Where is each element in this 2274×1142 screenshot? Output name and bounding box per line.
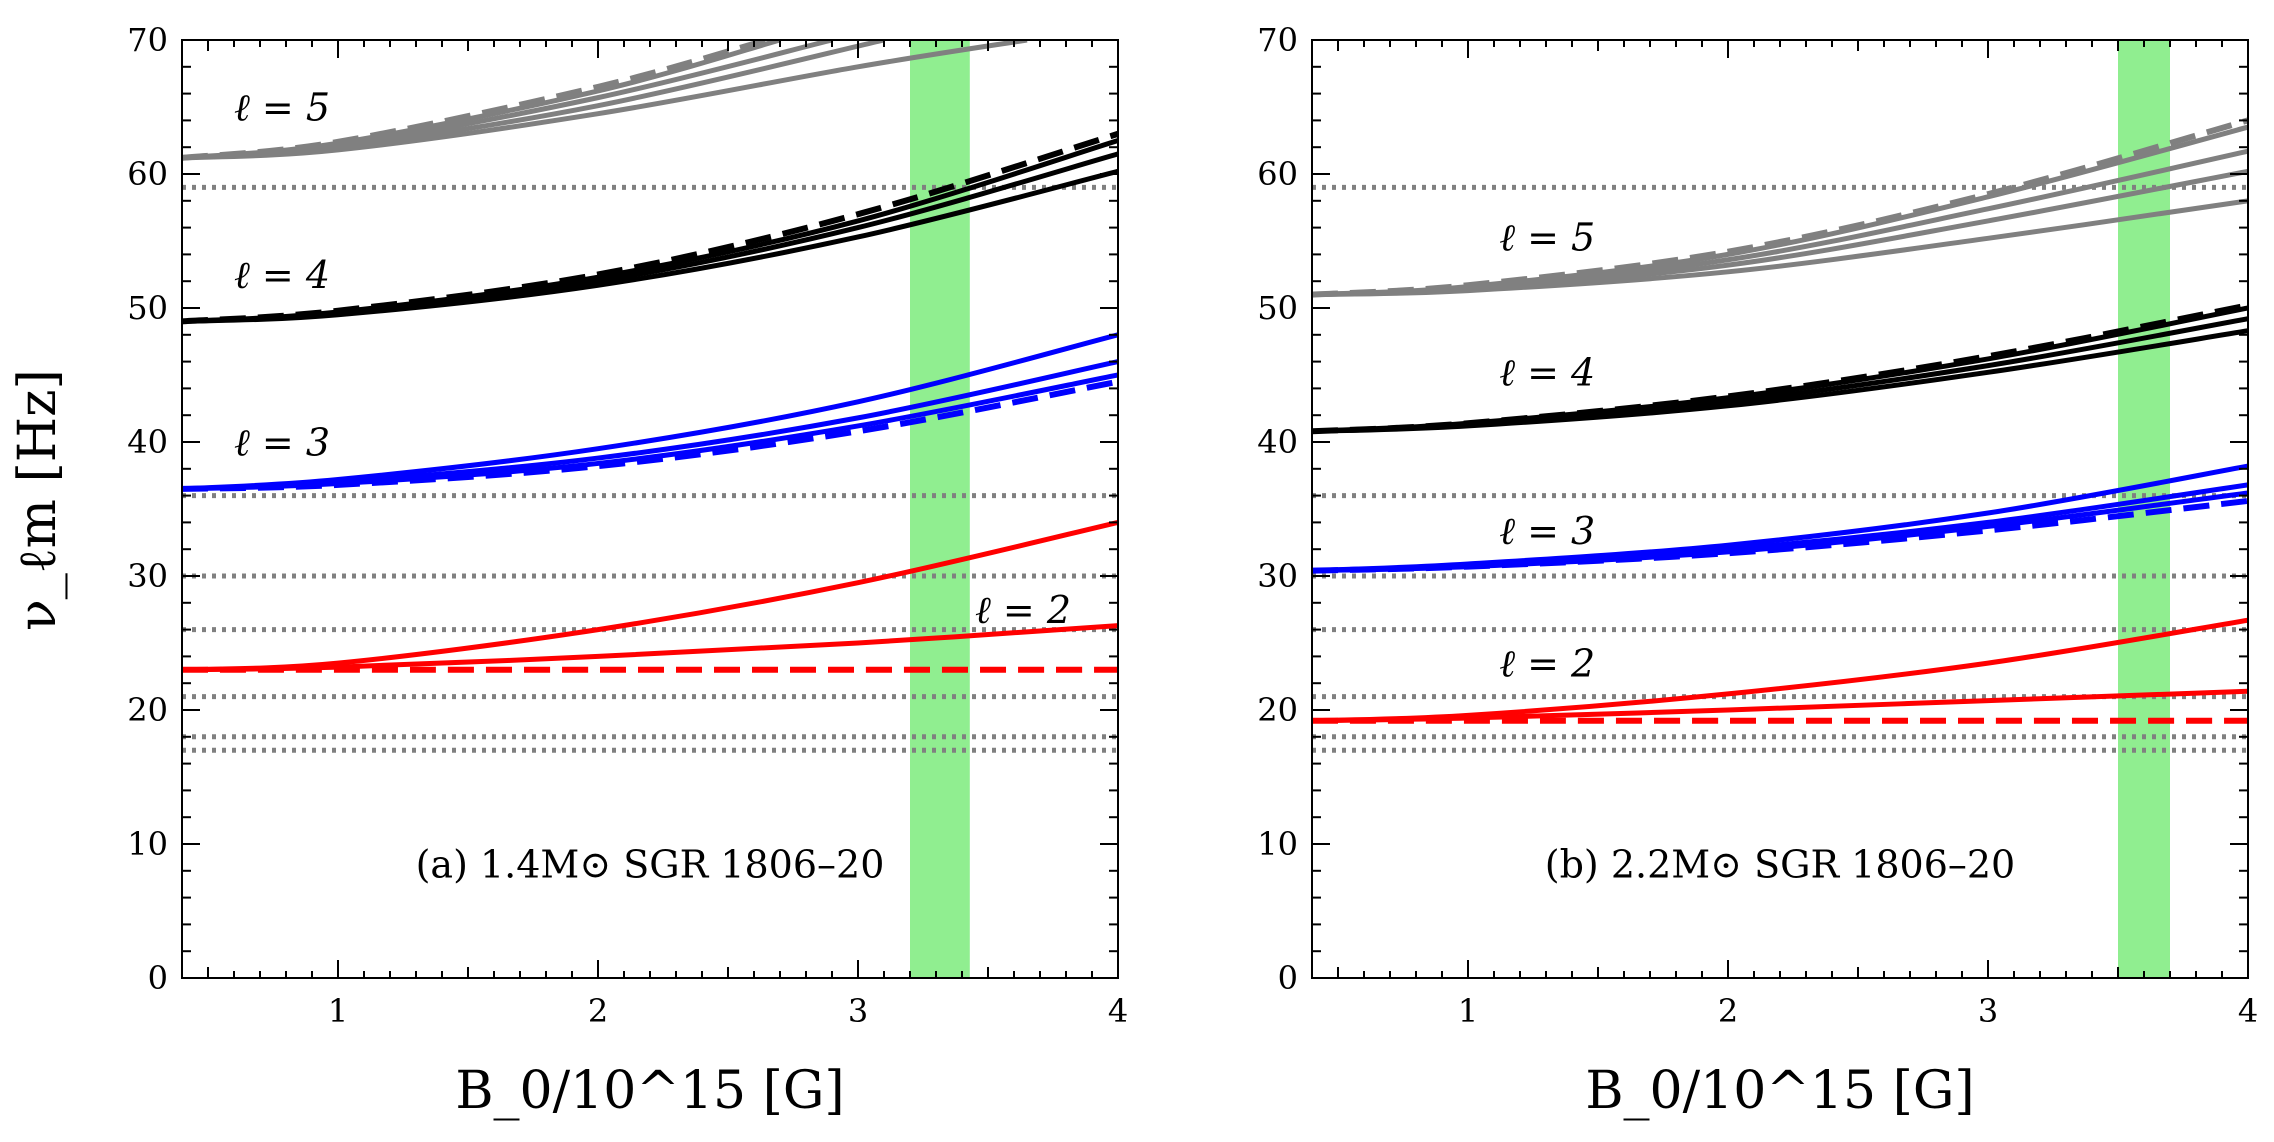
panel-annotation: (b) 2.2M⊙ SGR 1806–20 <box>1545 843 2015 887</box>
series-line <box>182 40 1028 161</box>
x-tick-label: 1 <box>328 992 348 1030</box>
series-group <box>182 40 1118 673</box>
series-line <box>1312 302 2248 435</box>
y-tick-label: 50 <box>127 289 168 327</box>
x-tick-label: 1 <box>1458 992 1478 1030</box>
ell-label: ℓ = 4 <box>234 253 330 297</box>
ell-label: ℓ = 5 <box>1499 215 1595 259</box>
series-line <box>182 130 1118 325</box>
x-tick-label: 3 <box>1978 992 1998 1030</box>
y-tick-label: 50 <box>1257 289 1298 327</box>
ell-label: ℓ = 4 <box>1499 351 1595 395</box>
ell-label: ℓ = 3 <box>234 420 330 464</box>
ell-label: ℓ = 2 <box>1499 642 1595 686</box>
series-line <box>1312 497 2248 574</box>
y-tick-label: 30 <box>1257 557 1298 595</box>
series-line <box>182 168 1118 324</box>
ell-label: ℓ = 5 <box>234 85 330 129</box>
y-tick-label: 0 <box>1278 959 1298 997</box>
y-tick-label: 40 <box>1257 423 1298 461</box>
panel-annotation: (a) 1.4M⊙ SGR 1806–20 <box>416 843 885 887</box>
x-tick-label: 4 <box>1108 992 1128 1030</box>
series-line <box>1312 117 2248 298</box>
ell-label: ℓ = 3 <box>1499 509 1595 553</box>
x-axis-label: B_0/10^15 [G] <box>1585 1061 1974 1121</box>
y-tick-label: 40 <box>127 423 168 461</box>
x-tick-label: 4 <box>2238 992 2258 1030</box>
series-line <box>1312 305 2248 434</box>
y-tick-label: 10 <box>127 825 168 863</box>
y-tick-label: 70 <box>127 21 168 59</box>
series-line <box>1312 463 2248 574</box>
ell-label: ℓ = 2 <box>975 588 1071 632</box>
series-line <box>1312 198 2248 298</box>
x-tick-label: 3 <box>848 992 868 1030</box>
y-tick-label: 0 <box>148 959 168 997</box>
y-tick-label: 20 <box>1257 691 1298 729</box>
series-group <box>1312 117 2248 724</box>
y-tick-label: 60 <box>127 155 168 193</box>
y-tick-label: 70 <box>1257 21 1298 59</box>
y-tick-label: 60 <box>1257 155 1298 193</box>
x-tick-label: 2 <box>1718 992 1738 1030</box>
y-axis-label: ν_ℓm [Hz] <box>8 369 68 631</box>
x-tick-label: 2 <box>588 992 608 1030</box>
x-axis-label: B_0/10^15 [G] <box>455 1061 844 1121</box>
y-tick-label: 30 <box>127 557 168 595</box>
series-line <box>182 378 1118 492</box>
y-tick-label: 20 <box>127 691 168 729</box>
y-tick-label: 10 <box>1257 825 1298 863</box>
shaded-band <box>910 40 970 978</box>
series-line <box>1312 124 2248 298</box>
